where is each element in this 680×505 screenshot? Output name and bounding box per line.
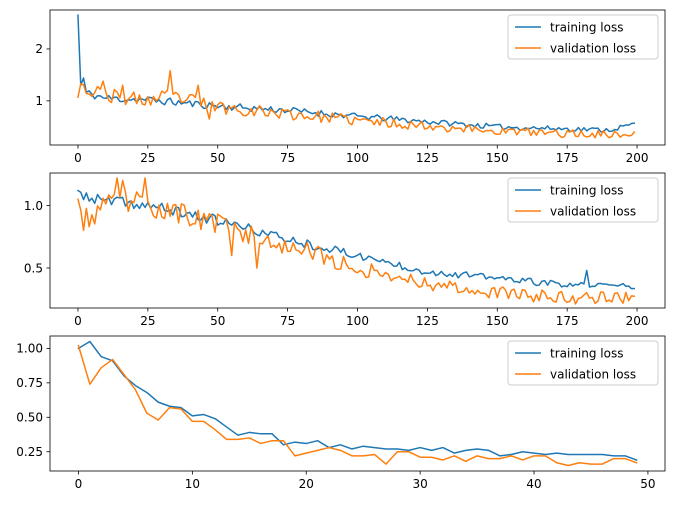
series-line-validation-loss bbox=[77, 177, 636, 305]
legend-box bbox=[507, 14, 659, 60]
x-tick-label: 30 bbox=[412, 477, 427, 491]
legend-label: validation loss bbox=[550, 204, 636, 218]
legend: training loss validation loss bbox=[507, 14, 659, 60]
x-tick-label: 50 bbox=[210, 314, 225, 328]
x-tick-label: 40 bbox=[526, 477, 541, 491]
x-tick-label: 25 bbox=[140, 314, 155, 328]
y-tick-label: 1.0 bbox=[24, 199, 43, 213]
y-tick-label: 0.75 bbox=[16, 376, 43, 390]
subplot-2: 0 25 50 75 100 125 150 175 200 0.5 1.0 training los… bbox=[24, 172, 666, 328]
y-tick-label: 1 bbox=[35, 94, 43, 108]
y-tick-label: 0.5 bbox=[24, 261, 43, 275]
legend-box bbox=[507, 340, 659, 386]
subplot-3: 0 10 20 30 40 50 0.25 0.50 0.75 1.00 training loss… bbox=[16, 335, 666, 491]
x-tick-label: 150 bbox=[486, 151, 509, 165]
x-tick-label: 100 bbox=[346, 314, 369, 328]
x-tick-label: 200 bbox=[626, 314, 649, 328]
x-tick-label: 50 bbox=[210, 151, 225, 165]
x-tick-label: 125 bbox=[416, 314, 439, 328]
x-tick-label: 200 bbox=[626, 151, 649, 165]
axes-frame bbox=[49, 335, 666, 472]
x-tick-label: 0 bbox=[74, 151, 82, 165]
x-tick-label: 100 bbox=[346, 151, 369, 165]
x-tick-label: 125 bbox=[416, 151, 439, 165]
x-tick-label: 10 bbox=[185, 477, 200, 491]
x-tick-label: 175 bbox=[556, 151, 579, 165]
y-tick-label: 0.25 bbox=[16, 445, 43, 459]
y-tick-label: 0.50 bbox=[16, 411, 43, 425]
series-line-training-loss bbox=[76, 189, 636, 290]
legend-label: training loss bbox=[550, 346, 623, 360]
series-line-validation-loss bbox=[77, 344, 638, 467]
series-line-training-loss bbox=[77, 14, 636, 133]
legend-label: training loss bbox=[550, 20, 623, 34]
legend: training loss validation loss bbox=[507, 177, 659, 223]
x-tick-label: 0 bbox=[75, 477, 83, 491]
x-tick-label: 0 bbox=[74, 314, 82, 328]
series-line-training-loss bbox=[77, 340, 638, 461]
x-tick-label: 75 bbox=[280, 151, 295, 165]
subplot-1: 0 25 50 75 100 125 150 175 200 1 2 training loss val… bbox=[35, 9, 666, 165]
legend-label: validation loss bbox=[550, 41, 636, 55]
x-tick-label: 50 bbox=[640, 477, 655, 491]
x-tick-label: 75 bbox=[280, 314, 295, 328]
x-tick-label: 150 bbox=[486, 314, 509, 328]
x-tick-label: 175 bbox=[556, 314, 579, 328]
series-line-validation-loss bbox=[77, 70, 636, 139]
y-tick-label: 2 bbox=[35, 42, 43, 56]
legend-label: validation loss bbox=[550, 367, 636, 381]
legend-label: training loss bbox=[550, 183, 623, 197]
x-tick-label: 20 bbox=[299, 477, 314, 491]
y-tick-label: 1.00 bbox=[16, 342, 43, 356]
x-tick-label: 25 bbox=[140, 151, 155, 165]
legend-box bbox=[507, 177, 659, 223]
legend: training loss validation loss bbox=[507, 340, 659, 386]
